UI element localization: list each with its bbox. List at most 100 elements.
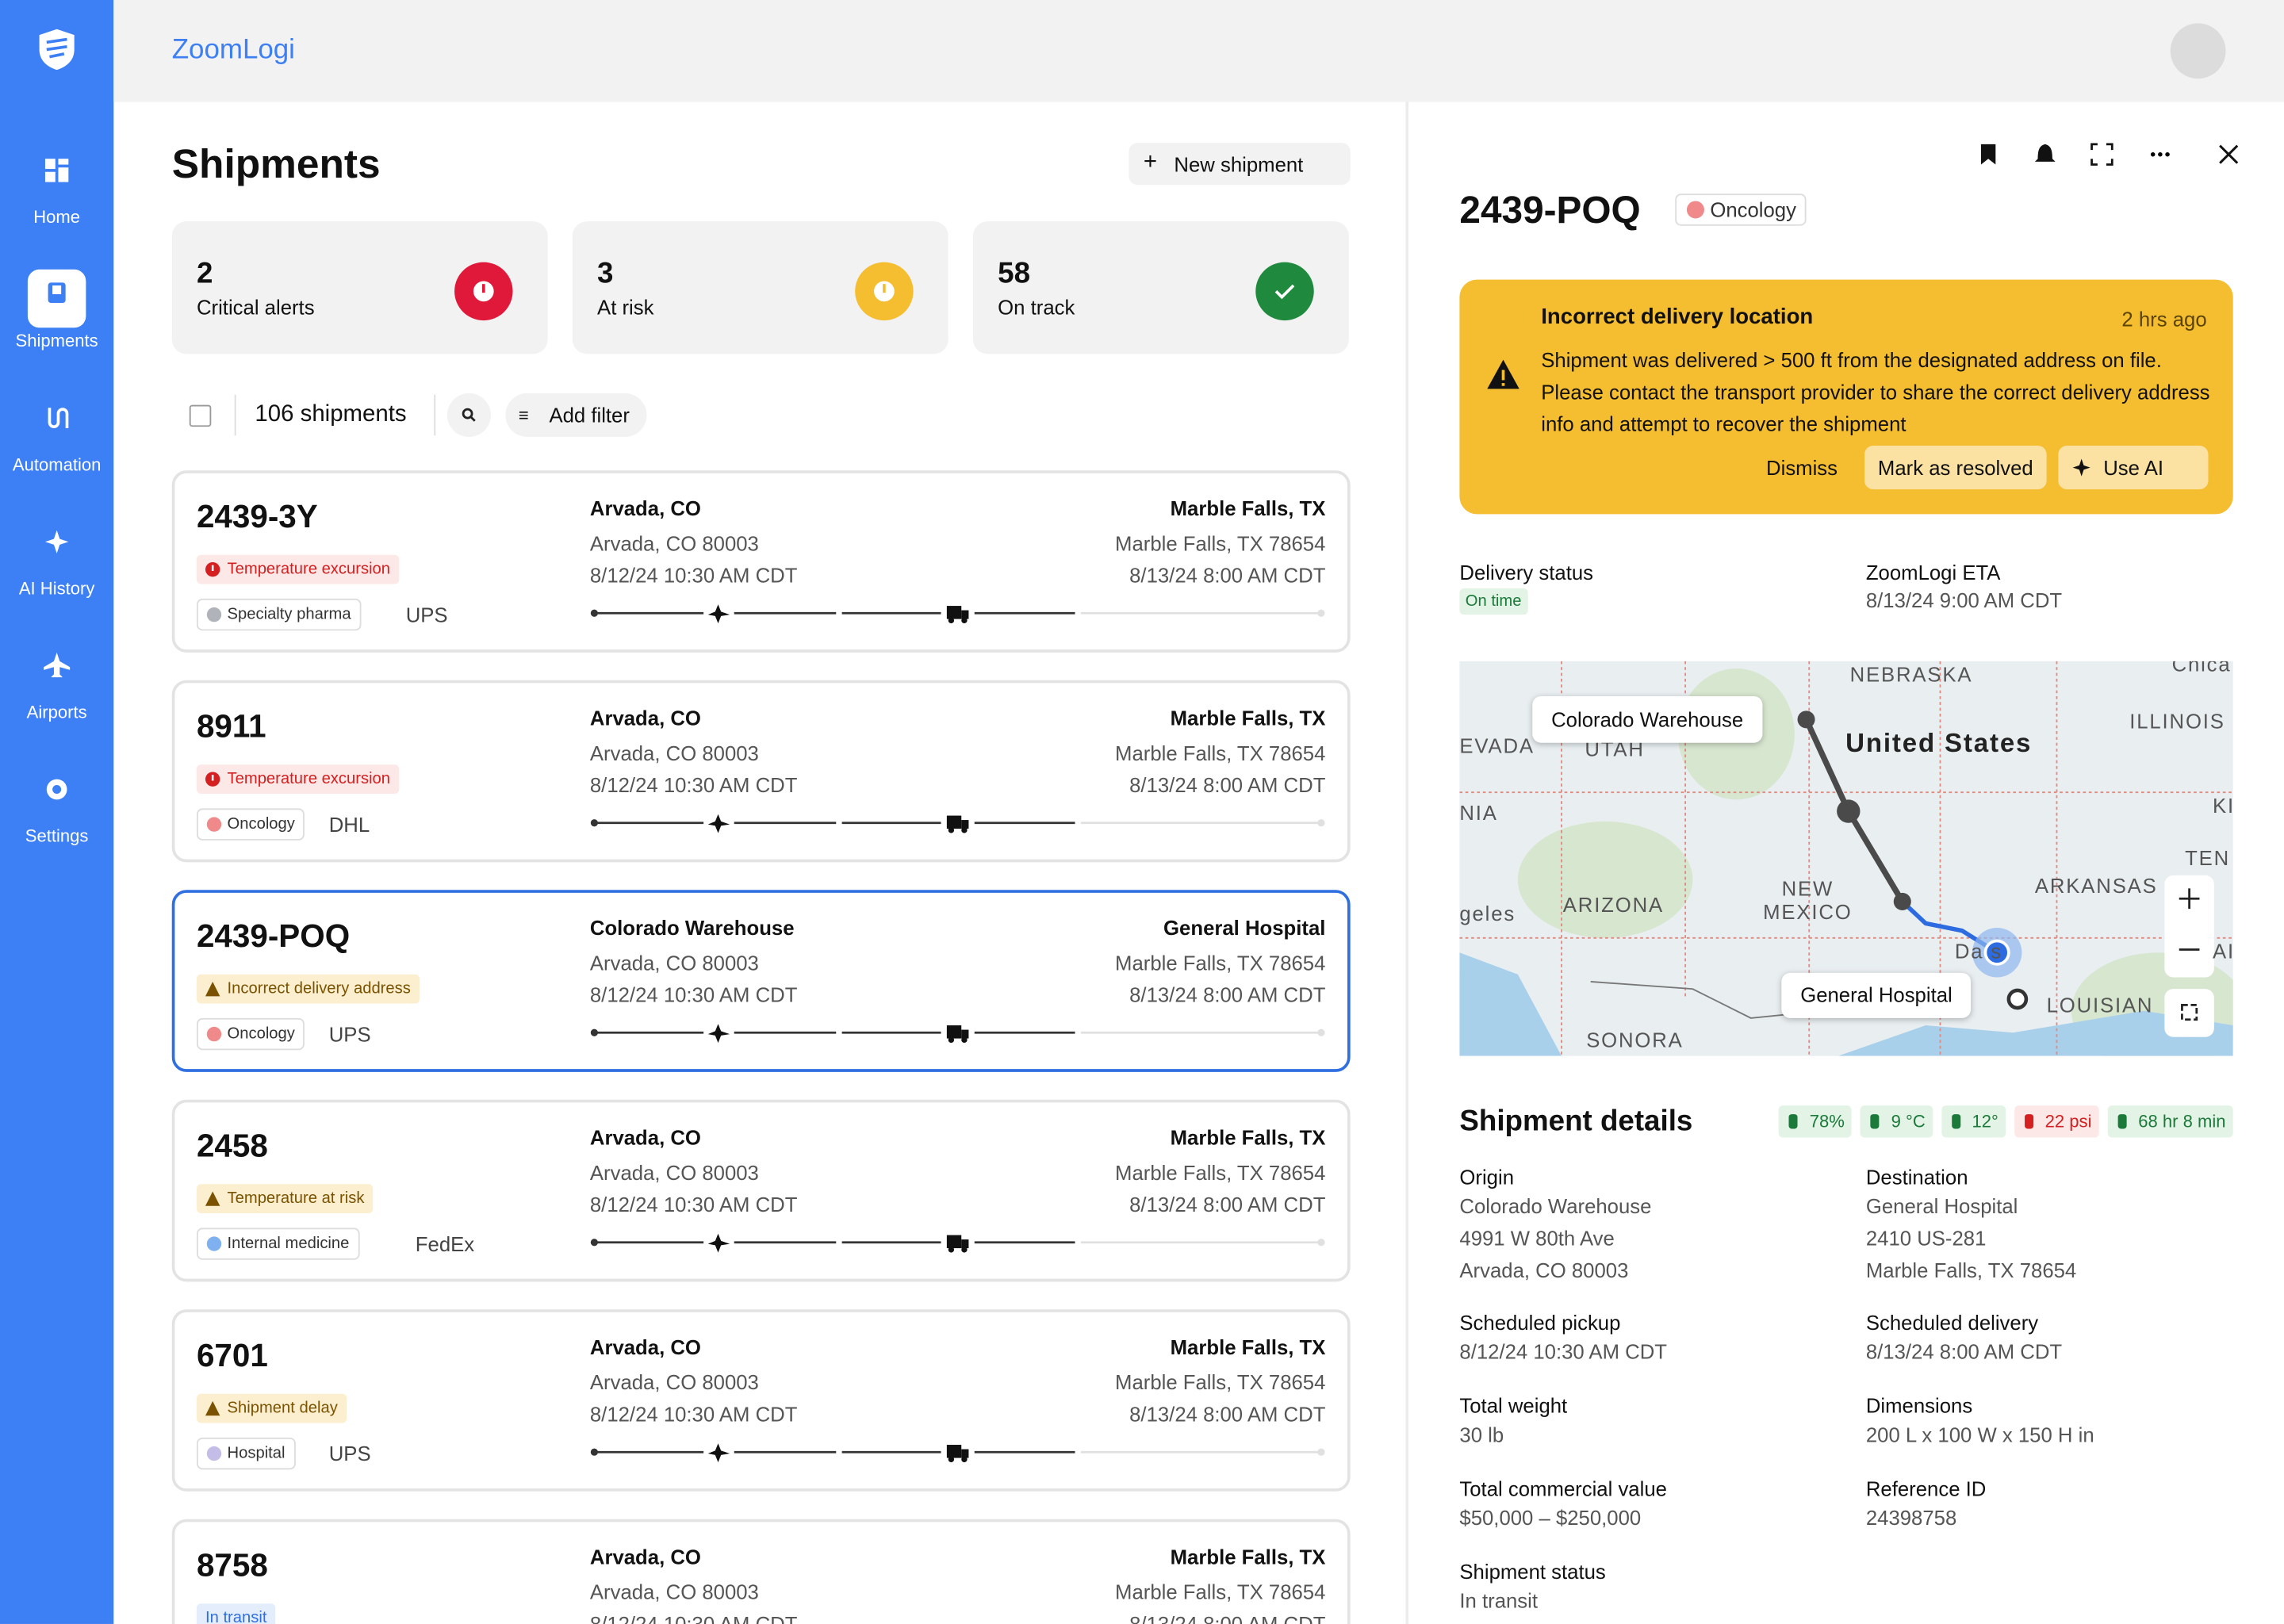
shipment-card[interactable]: 6701 Shipment delay Hospital UPS Arvada, CO A… (171, 1309, 1351, 1492)
sidebar (0, 0, 114, 1624)
field-label: Dimensions (1865, 1393, 1973, 1418)
alert-pill: Shipment delay (196, 1393, 347, 1423)
map-label: NIA (1459, 801, 1498, 825)
shipment-card[interactable]: 2439-POQ Incorrect delivery address Oncolo… (171, 890, 1351, 1072)
dest-name: Marble Falls, TX (1170, 1125, 1326, 1150)
field-value: 30 lb (1459, 1423, 1504, 1446)
nav-label[interactable]: AI History (18, 578, 95, 599)
nav-label[interactable]: Settings (25, 825, 89, 847)
app-name[interactable]: ZoomLogi (171, 35, 295, 66)
action-label[interactable]: Dismiss (1766, 455, 1838, 480)
alert-text: Incorrect delivery address (227, 980, 411, 998)
sensor-row: 78% 9 °C 12° 22 psi 68 hr 8 min (1779, 1105, 2233, 1138)
carrier: UPS (328, 1022, 371, 1046)
nav-label[interactable]: Automation (12, 454, 102, 475)
origin-addr: Arvada, CO 80003 (589, 1160, 759, 1185)
map[interactable]: NEBRASKA United States ILLINOIS EVADA UTAH NI… (1459, 661, 2233, 1056)
checkbox[interactable] (189, 404, 212, 427)
dest-addr: Marble Falls, TX 78654 (1115, 1160, 1326, 1185)
summary-icon (855, 262, 914, 321)
alert-message: Shipment was delivered > 500 ft from the… (1541, 347, 2210, 436)
origin-name: Arvada, CO (589, 1545, 701, 1569)
eta-label: ZoomLogi ETA (1865, 561, 2001, 584)
warning-icon (1487, 359, 1519, 389)
alert-time: 2 hrs ago (2121, 307, 2207, 331)
sensor-icon (1788, 1114, 1799, 1129)
sensor-pill: 22 psi (2014, 1105, 2099, 1138)
nav-icon (44, 652, 71, 678)
status-badge: On time (1459, 588, 1527, 615)
nav-icon (46, 779, 67, 800)
origin-name: Arvada, CO (589, 1125, 701, 1150)
action-label[interactable]: Use AI (2103, 455, 2164, 480)
origin-addr: Arvada, CO 80003 (589, 531, 759, 555)
panel-icon (1980, 144, 1996, 165)
sensor-pill: 9 °C (1861, 1105, 1933, 1138)
alert-action[interactable]: Dismiss (1765, 446, 1838, 489)
alert-pill: Temperature at risk (196, 1184, 374, 1213)
panel-icon (2219, 144, 2239, 164)
map-callout[interactable]: General Hospital (1781, 972, 1972, 1018)
map-label: EVADA (1459, 733, 1535, 758)
carrier: DHL (328, 812, 370, 837)
new-shipment-label[interactable]: New shipment (1174, 152, 1304, 177)
details-title: Shipment details (1459, 1105, 1693, 1138)
tag-dot (206, 607, 222, 622)
alert-icon (205, 1191, 220, 1206)
carrier: UPS (405, 603, 448, 626)
map-label: ARKANSAS (2034, 874, 2158, 898)
dest-name: Marble Falls, TX (1170, 496, 1326, 520)
action-label[interactable]: Mark as resolved (1877, 455, 2033, 480)
tag-dot (206, 817, 222, 832)
tag-pill: Hospital (196, 1437, 296, 1470)
shipment-card[interactable]: 8758 In transit Arvada, CO Arvada, CO 80003… (171, 1519, 1351, 1624)
sep (434, 394, 436, 436)
field-value: 8/13/24 8:00 AM CDT (1865, 1339, 2063, 1364)
alert-text: Temperature excursion (227, 561, 391, 579)
nav-label[interactable]: Airports (26, 702, 87, 723)
new-shipment-button[interactable] (1129, 142, 1351, 186)
map-label: LOUISIAN (2046, 993, 2154, 1017)
timeline (590, 1443, 1325, 1463)
map-label: ILLINOIS (2129, 709, 2225, 733)
shipment-card[interactable]: 8911 Temperature excursion Oncology DHL Arva… (171, 680, 1351, 863)
origin-name: Arvada, CO (589, 1335, 701, 1359)
origin-time: 8/12/24 10:30 AM CDT (589, 563, 798, 588)
search-button[interactable] (446, 393, 491, 438)
detail-tag: Oncology (1675, 193, 1807, 226)
map-label: Chica (2171, 661, 2232, 676)
shipment-id: 6701 (196, 1337, 268, 1374)
field-value: Marble Falls, TX 78654 (1865, 1258, 2077, 1282)
dest-time: 8/13/24 8:00 AM CDT (1129, 563, 1326, 588)
field-label: Scheduled pickup (1459, 1311, 1621, 1335)
map-callout[interactable]: Colorado Warehouse (1532, 695, 1763, 743)
alert-action[interactable]: Mark as resolved (1864, 446, 2047, 490)
dest-time: 8/13/24 8:00 AM CDT (1129, 1402, 1326, 1427)
field-label: Origin (1459, 1165, 1515, 1189)
nav-icon (48, 282, 66, 304)
field-value: Colorado Warehouse (1459, 1194, 1652, 1218)
shipment-card[interactable]: 2458 Temperature at risk Internal medicine… (171, 1099, 1351, 1282)
tag-pill: Oncology (196, 1017, 305, 1051)
tag-dot (206, 1446, 222, 1461)
field-value: $50,000 – $250,000 (1459, 1506, 1642, 1530)
filter-label[interactable]: Add filter (549, 403, 630, 427)
page-title: Shipments (171, 141, 381, 187)
nav-label[interactable]: Shipments (15, 330, 98, 351)
summary-label: On track (998, 295, 1075, 320)
alert-action[interactable]: Use AI (2058, 446, 2209, 490)
origin-time: 8/12/24 10:30 AM CDT (589, 1612, 798, 1624)
alert-icon (205, 772, 220, 787)
map-label: United States (1845, 728, 2033, 758)
nav-label[interactable]: Home (33, 206, 81, 228)
map-label: NEW MEXICO (1763, 876, 1853, 924)
avatar[interactable] (2170, 23, 2226, 79)
shipment-card[interactable]: 2439-3Y Temperature excursion Specialty ph… (171, 470, 1351, 653)
alert-text: In transit (205, 1609, 267, 1624)
sensor-icon (1951, 1114, 1960, 1129)
summary-icon (1255, 262, 1314, 321)
filter-button[interactable] (505, 393, 647, 438)
origin-name: Colorado Warehouse (589, 916, 795, 940)
detail-id: 2439-POQ (1459, 187, 1641, 232)
tag-dot (206, 1026, 222, 1042)
